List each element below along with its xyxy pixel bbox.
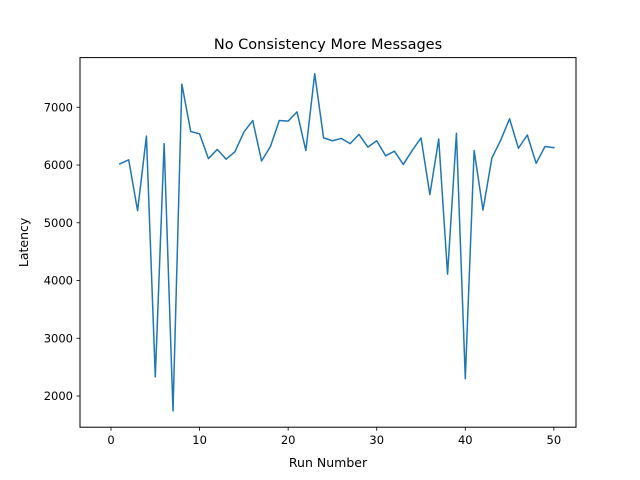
y-tick-label: 3000: [44, 331, 73, 345]
x-axis-label: Run Number: [289, 455, 368, 470]
x-tick-label: 0: [107, 433, 114, 447]
x-axis-ticks: 0 10 20 30 40 50: [107, 427, 561, 447]
y-axis-label: Latency: [16, 217, 31, 267]
chart-title: No Consistency More Messages: [214, 37, 442, 53]
y-axis-ticks: 2000 3000 4000 5000 6000 7000: [44, 100, 80, 403]
x-tick-label: 30: [369, 433, 384, 447]
y-tick-label: 7000: [44, 100, 73, 114]
y-tick-label: 2000: [44, 389, 73, 403]
plot-marks: [118, 73, 555, 412]
y-tick-label: 4000: [44, 274, 73, 288]
plot-frame: [79, 57, 577, 428]
x-tick-label: 20: [281, 433, 296, 447]
y-tick-label: 5000: [44, 216, 73, 230]
x-tick-label: 50: [547, 433, 562, 447]
x-tick-label: 10: [192, 433, 207, 447]
x-tick-label: 40: [458, 433, 473, 447]
y-tick-label: 6000: [44, 158, 73, 172]
series-line-0: [118, 73, 555, 412]
